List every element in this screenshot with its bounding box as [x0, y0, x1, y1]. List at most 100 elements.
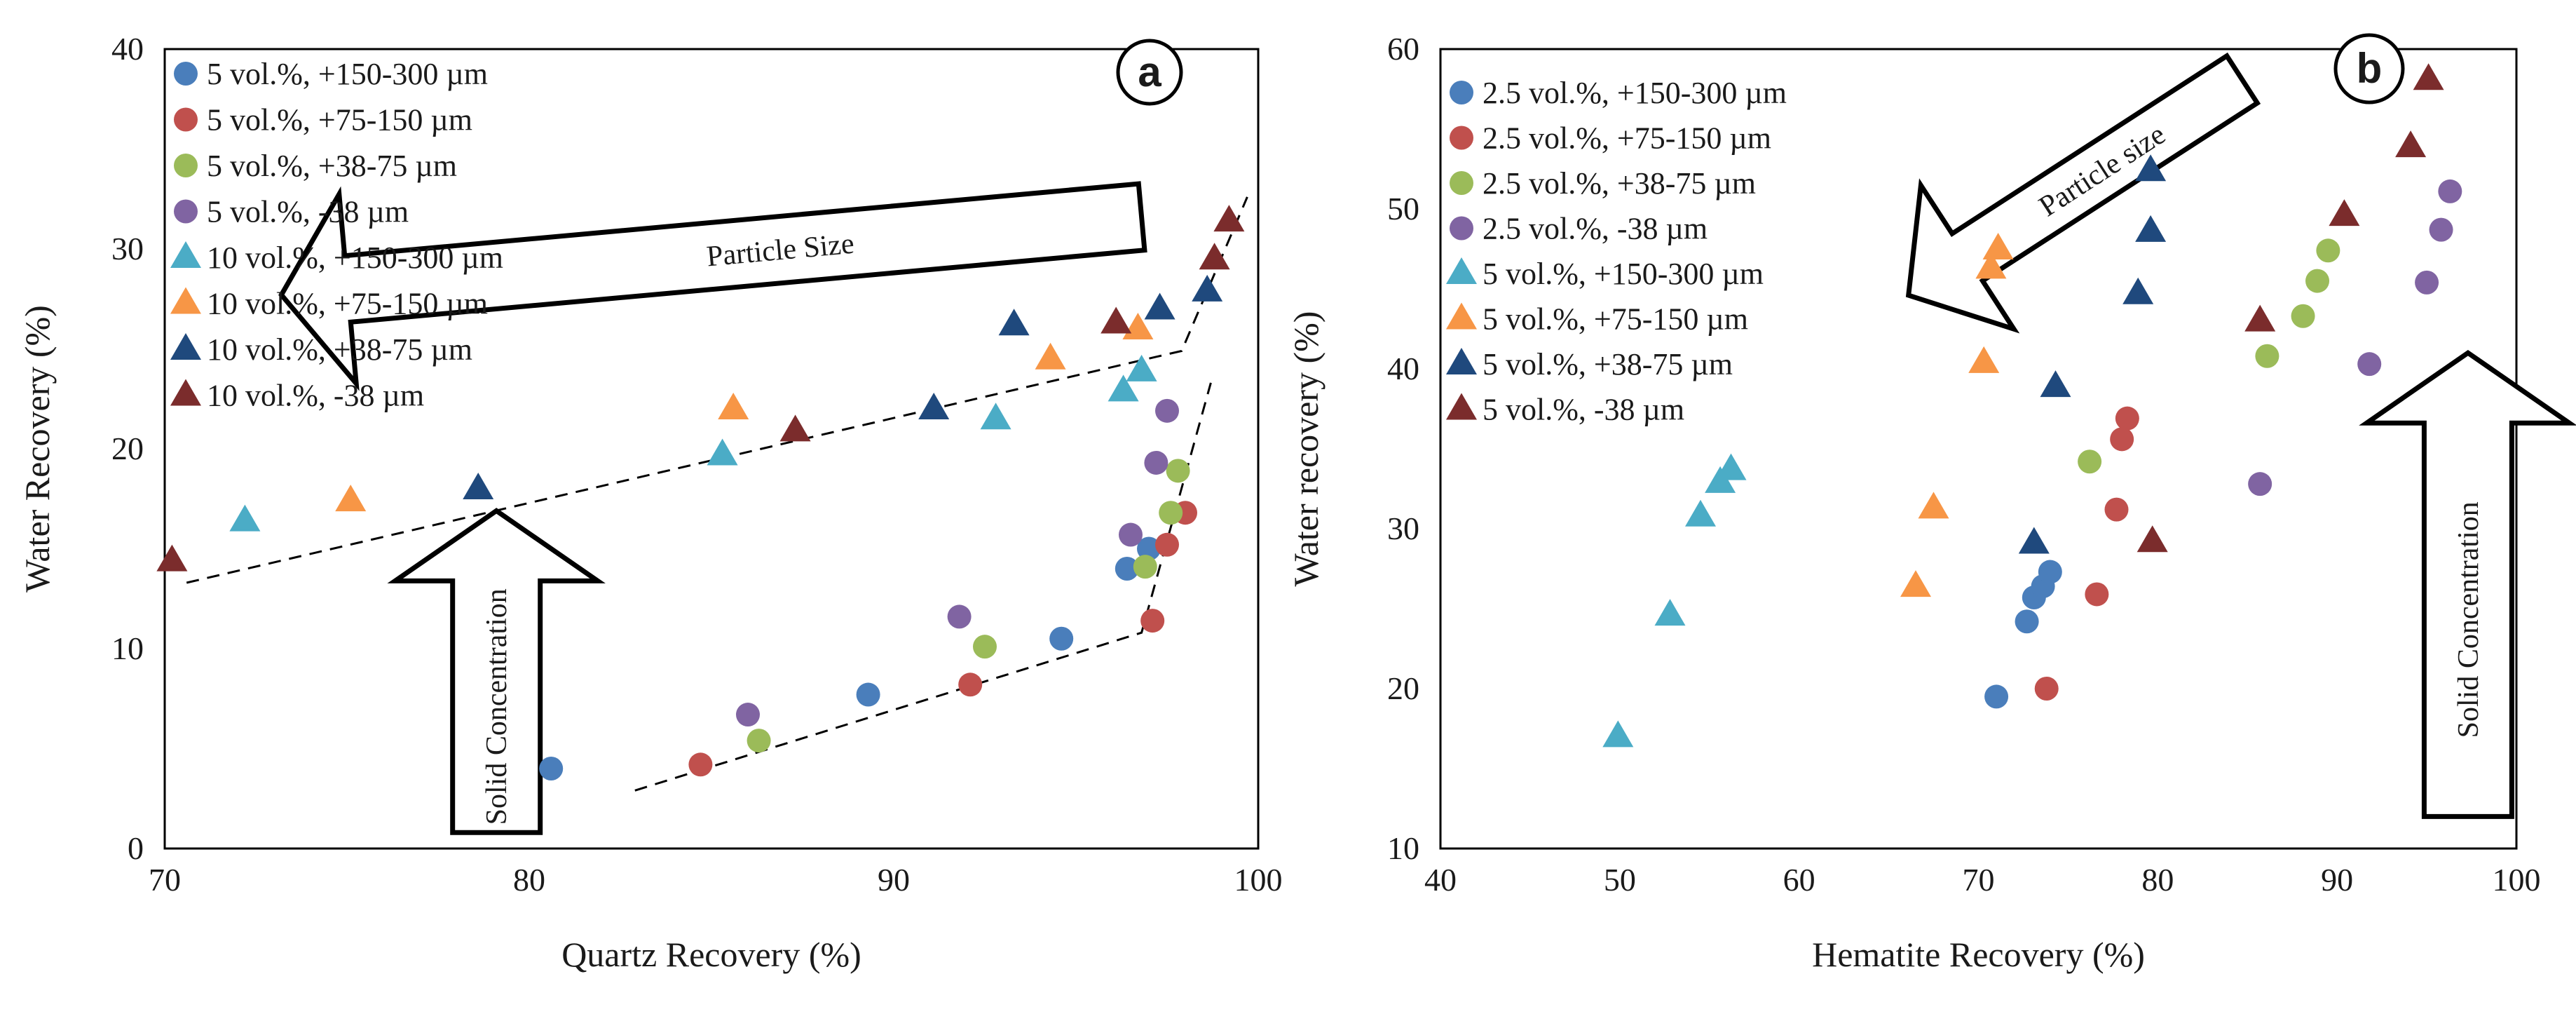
data-point	[2015, 609, 2039, 634]
data-point	[1602, 720, 1634, 748]
series-5	[1602, 453, 1747, 748]
solid-concentration-arrow	[387, 508, 606, 835]
series-8	[2137, 63, 2444, 553]
legend-entry: 2.5 vol.%, +150-300 µm	[1483, 76, 1787, 110]
panel-badge	[1116, 39, 1183, 106]
data-point	[1137, 536, 1161, 561]
data-point	[1968, 346, 2000, 373]
panel-badge	[2333, 33, 2405, 104]
data-point	[1199, 243, 1230, 270]
data-point	[1900, 570, 1931, 597]
data-point	[1049, 626, 1074, 651]
legend-marker	[170, 333, 201, 360]
particle-size-arrow	[278, 181, 1147, 391]
y-tick-label: 40	[1387, 351, 1419, 386]
legend-marker	[1446, 348, 1477, 374]
data-point	[1918, 492, 1949, 519]
series-6	[335, 313, 1154, 512]
panel-badge-label: b	[2357, 45, 2383, 92]
legend-marker	[174, 199, 198, 224]
data-point	[1035, 342, 1066, 370]
data-point	[2110, 427, 2134, 452]
legend-marker	[170, 379, 201, 406]
series-7	[2018, 154, 2167, 554]
series-2	[2034, 406, 2139, 701]
legend-entry: 5 vol.%, +38-75 µm	[207, 149, 457, 183]
data-point	[229, 504, 261, 532]
data-point	[856, 682, 880, 707]
plot-frame	[163, 48, 1260, 850]
data-point	[1213, 205, 1245, 232]
data-point	[1159, 501, 1183, 525]
legend-entry: 5 vol.%, +150-300 µm	[207, 57, 488, 91]
data-point	[2357, 352, 2382, 377]
y-tick-label: 10	[111, 630, 144, 666]
legend-entry: 5 vol.%, -38 µm	[1483, 393, 1684, 427]
x-tick-label: 90	[878, 862, 910, 898]
data-point	[1685, 499, 1716, 527]
data-point	[2415, 270, 2439, 295]
legend-entry: 5 vol.%, +38-75 µm	[1483, 347, 1733, 381]
data-point	[1119, 522, 1143, 547]
x-tick-label: 40	[1424, 862, 1457, 898]
x-tick-label: 60	[1783, 862, 1815, 898]
y-tick-label: 20	[111, 431, 144, 466]
data-point	[2135, 215, 2167, 242]
legend-entry: 5 vol.%, +150-300 µm	[1483, 257, 1764, 291]
data-point	[463, 473, 494, 499]
data-point	[1144, 292, 1175, 320]
series-1	[1984, 560, 2062, 709]
series-3	[2078, 238, 2340, 474]
data-point	[2316, 238, 2340, 263]
data-point	[707, 438, 738, 466]
y-tick-label: 30	[111, 231, 144, 266]
legend-marker	[174, 154, 198, 177]
y-tick-label: 10	[1387, 830, 1419, 866]
data-point	[335, 485, 367, 512]
y-axis-label: Water recovery (%)	[1286, 311, 1326, 587]
x-tick-label: 70	[1963, 862, 1995, 898]
series-4	[2248, 179, 2462, 496]
data-point	[2034, 677, 2059, 701]
legend-entry: 10 vol.%, -38 µm	[207, 379, 424, 413]
data-point	[980, 403, 1011, 430]
data-point	[2040, 370, 2071, 398]
legend-marker	[1450, 126, 1473, 150]
x-tick-label: 80	[513, 862, 545, 898]
data-point	[1984, 684, 2009, 709]
data-point	[718, 393, 749, 419]
legend-marker	[174, 107, 198, 132]
legend-entry: 2.5 vol.%, +75-150 µm	[1483, 121, 1771, 156]
legend-entry: 5 vol.%, -38 µm	[207, 195, 409, 229]
data-point	[2291, 304, 2315, 328]
legend-marker	[1450, 81, 1473, 104]
panel-b: 40 50 60 70 80 90 100 10 20 30 40 50 60 Hematite Reco…	[1286, 31, 2576, 974]
data-point	[1140, 609, 1165, 633]
data-point	[1144, 450, 1168, 475]
data-point	[2438, 179, 2462, 203]
panel-badge-label: a	[1138, 48, 1161, 95]
x-tick-label: 80	[2141, 862, 2174, 898]
plot-frame	[1439, 48, 2518, 850]
x-axis-label: Quartz Recovery (%)	[561, 935, 861, 974]
legend-entry: 5 vol.%, +75-150 µm	[1483, 302, 1748, 337]
data-point	[1982, 233, 2014, 259]
legend-marker	[1450, 216, 1473, 241]
data-point	[1192, 274, 1223, 302]
data-point	[2305, 269, 2330, 293]
data-point	[2122, 277, 2154, 304]
legend-entry: 5 vol.%, +75-150 µm	[207, 103, 472, 137]
data-point	[2255, 344, 2279, 368]
legend-entry: 2.5 vol.%, -38 µm	[1483, 212, 1708, 246]
data-point	[1166, 459, 1190, 483]
legend-marker	[1446, 393, 1477, 420]
data-point	[1975, 252, 2007, 279]
data-point	[736, 703, 760, 727]
y-tick-label: 40	[111, 31, 144, 67]
data-point	[2078, 449, 2102, 474]
solid-concentration-arrow-label: Solid Concentration	[2453, 501, 2485, 738]
data-point	[2038, 560, 2062, 584]
data-point	[2135, 154, 2167, 182]
data-point	[2018, 527, 2050, 554]
